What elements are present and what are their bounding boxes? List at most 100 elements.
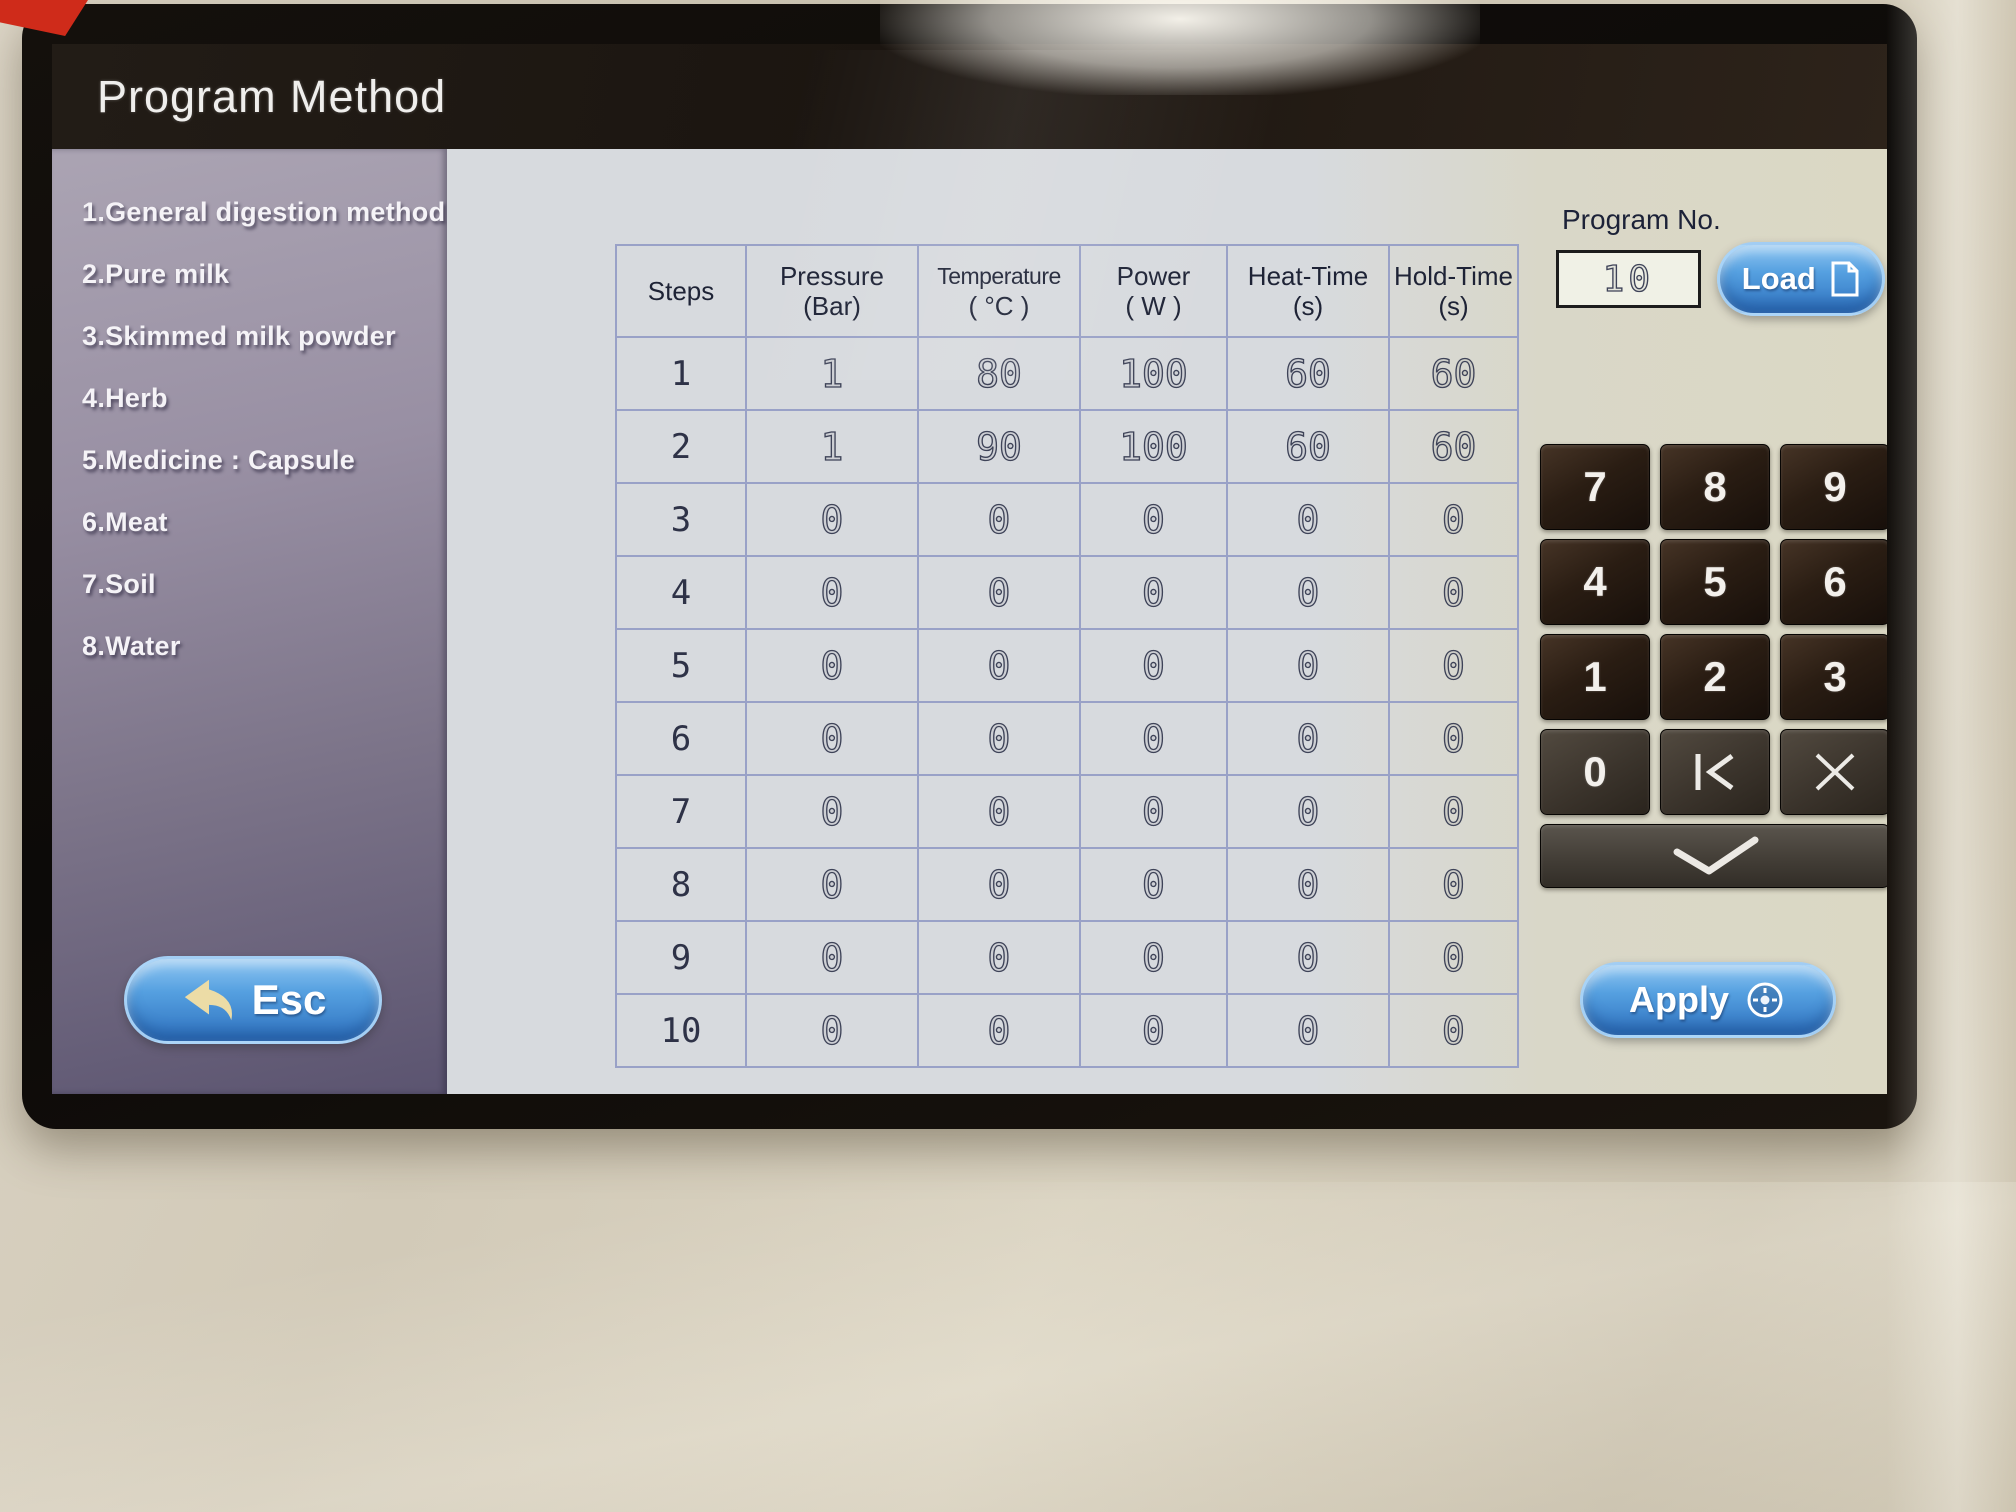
temperature-cell[interactable]: 0 — [917, 847, 1081, 922]
pressure-cell[interactable]: 0 — [745, 920, 919, 995]
hold-time-cell[interactable]: 0 — [1388, 701, 1519, 776]
sidebar-method-item-5[interactable]: 5.Medicine : Capsule — [82, 445, 447, 476]
table-row: 7 0 0 0 0 0 — [615, 774, 1519, 849]
key-label: 9 — [1823, 463, 1847, 510]
power-cell[interactable]: 0 — [1079, 628, 1228, 703]
heat-time-cell[interactable]: 0 — [1226, 701, 1390, 776]
step-number-cell: 3 — [615, 482, 747, 557]
heat-time-cell[interactable]: 0 — [1226, 774, 1390, 849]
pressure-cell[interactable]: 0 — [745, 482, 919, 557]
method-item-label: 4.Herb — [82, 383, 168, 413]
column-header-name: Hold-Time — [1394, 261, 1513, 291]
table-row: 9 0 0 0 0 0 — [615, 920, 1519, 995]
pressure-cell[interactable]: 0 — [745, 555, 919, 630]
temperature-cell[interactable]: 0 — [917, 628, 1081, 703]
hold-time-cell[interactable]: 0 — [1388, 555, 1519, 630]
pressure-cell[interactable]: 0 — [745, 701, 919, 776]
pressure-cell[interactable]: 0 — [745, 847, 919, 922]
column-header-unit: (Bar) — [803, 291, 861, 321]
column-header-name: Steps — [647, 276, 715, 306]
temperature-cell[interactable]: 0 — [917, 993, 1081, 1068]
power-cell[interactable]: 0 — [1079, 701, 1228, 776]
key-2[interactable]: 2 — [1660, 634, 1770, 720]
key-4[interactable]: 4 — [1540, 539, 1650, 625]
heat-time-cell[interactable]: 60 — [1226, 336, 1390, 411]
sidebar-method-item-1[interactable]: 1.General digestion method — [82, 197, 447, 228]
temperature-cell[interactable]: 0 — [917, 482, 1081, 557]
power-cell[interactable]: 0 — [1079, 482, 1228, 557]
load-label: Load — [1741, 261, 1816, 296]
steps-table: Steps Pressure (Bar) Temperature ( °C ) … — [615, 244, 1519, 1068]
method-item-label: 6.Meat — [82, 507, 168, 537]
power-cell[interactable]: 0 — [1079, 993, 1228, 1068]
hold-time-cell[interactable]: 0 — [1388, 993, 1519, 1068]
sidebar-method-item-4[interactable]: 4.Herb — [82, 383, 447, 414]
column-header: Hold-Time (s) — [1388, 244, 1519, 338]
key-6[interactable]: 6 — [1780, 539, 1887, 625]
power-cell[interactable]: 0 — [1079, 847, 1228, 922]
pressure-cell[interactable]: 1 — [745, 409, 919, 484]
hold-time-cell[interactable]: 0 — [1388, 628, 1519, 703]
power-cell[interactable]: 0 — [1079, 774, 1228, 849]
hold-time-cell[interactable]: 0 — [1388, 847, 1519, 922]
temperature-cell[interactable]: 0 — [917, 774, 1081, 849]
key-7[interactable]: 7 — [1540, 444, 1650, 530]
sidebar-method-item-3[interactable]: 3.Skimmed milk powder — [82, 321, 447, 352]
backspace-key[interactable] — [1660, 729, 1770, 815]
key-8[interactable]: 8 — [1660, 444, 1770, 530]
screen-body: 1.General digestion method 2.Pure milk 3… — [52, 149, 1887, 1094]
method-list: 1.General digestion method 2.Pure milk 3… — [52, 149, 447, 693]
temperature-cell[interactable]: 0 — [917, 555, 1081, 630]
checkmark-icon — [1673, 836, 1759, 875]
power-cell[interactable]: 0 — [1079, 920, 1228, 995]
power-cell[interactable]: 0 — [1079, 555, 1228, 630]
heat-time-cell[interactable]: 0 — [1226, 628, 1390, 703]
program-no-label: Program No. — [1562, 204, 1721, 235]
heat-time-cell[interactable]: 0 — [1226, 920, 1390, 995]
temperature-cell[interactable]: 0 — [917, 701, 1081, 776]
hold-time-cell[interactable]: 0 — [1388, 482, 1519, 557]
hold-time-cell[interactable]: 0 — [1388, 920, 1519, 995]
pressure-cell[interactable]: 0 — [745, 774, 919, 849]
temperature-cell[interactable]: 90 — [917, 409, 1081, 484]
keypad-grid: 7 8 9 4 5 6 1 2 3 0 — [1540, 444, 1887, 910]
heat-time-cell[interactable]: 60 — [1226, 409, 1390, 484]
key-1[interactable]: 1 — [1540, 634, 1650, 720]
heat-time-cell[interactable]: 0 — [1226, 555, 1390, 630]
confirm-key[interactable] — [1540, 824, 1887, 888]
sidebar-method-item-2[interactable]: 2.Pure milk — [82, 259, 447, 290]
heat-time-cell[interactable]: 0 — [1226, 993, 1390, 1068]
hold-time-cell[interactable]: 60 — [1388, 409, 1519, 484]
apply-button[interactable]: Apply — [1580, 962, 1836, 1038]
clear-key[interactable] — [1780, 729, 1887, 815]
heat-time-cell[interactable]: 0 — [1226, 847, 1390, 922]
temperature-cell[interactable]: 80 — [917, 336, 1081, 411]
method-item-label: 8.Water — [82, 631, 181, 661]
key-3[interactable]: 3 — [1780, 634, 1887, 720]
pressure-cell[interactable]: 0 — [745, 993, 919, 1068]
temperature-cell[interactable]: 0 — [917, 920, 1081, 995]
key-0[interactable]: 0 — [1540, 729, 1650, 815]
power-cell[interactable]: 100 — [1079, 409, 1228, 484]
heat-time-cell[interactable]: 0 — [1226, 482, 1390, 557]
pressure-cell[interactable]: 1 — [745, 336, 919, 411]
sidebar-method-item-8[interactable]: 8.Water — [82, 631, 447, 662]
pressure-cell[interactable]: 0 — [745, 628, 919, 703]
program-no-input[interactable]: 10 — [1556, 250, 1701, 308]
back-arrow-icon — [184, 979, 232, 1021]
table-body: 1 1 80 100 60 60 2 1 90 100 60 60 3 0 0 … — [615, 336, 1519, 1068]
key-9[interactable]: 9 — [1780, 444, 1887, 530]
load-button[interactable]: Load — [1716, 242, 1885, 316]
esc-button[interactable]: Esc — [124, 956, 382, 1044]
key-5[interactable]: 5 — [1660, 539, 1770, 625]
key-label: 8 — [1703, 463, 1727, 510]
column-header-unit: ( °C ) — [968, 291, 1030, 321]
method-item-label: 1.General digestion method — [82, 197, 446, 227]
hold-time-cell[interactable]: 0 — [1388, 774, 1519, 849]
sidebar-method-item-6[interactable]: 6.Meat — [82, 507, 447, 538]
hold-time-cell[interactable]: 60 — [1388, 336, 1519, 411]
column-header: Heat-Time (s) — [1226, 244, 1390, 338]
sidebar-method-item-7[interactable]: 7.Soil — [82, 569, 447, 600]
power-cell[interactable]: 100 — [1079, 336, 1228, 411]
apply-label: Apply — [1628, 979, 1729, 1020]
